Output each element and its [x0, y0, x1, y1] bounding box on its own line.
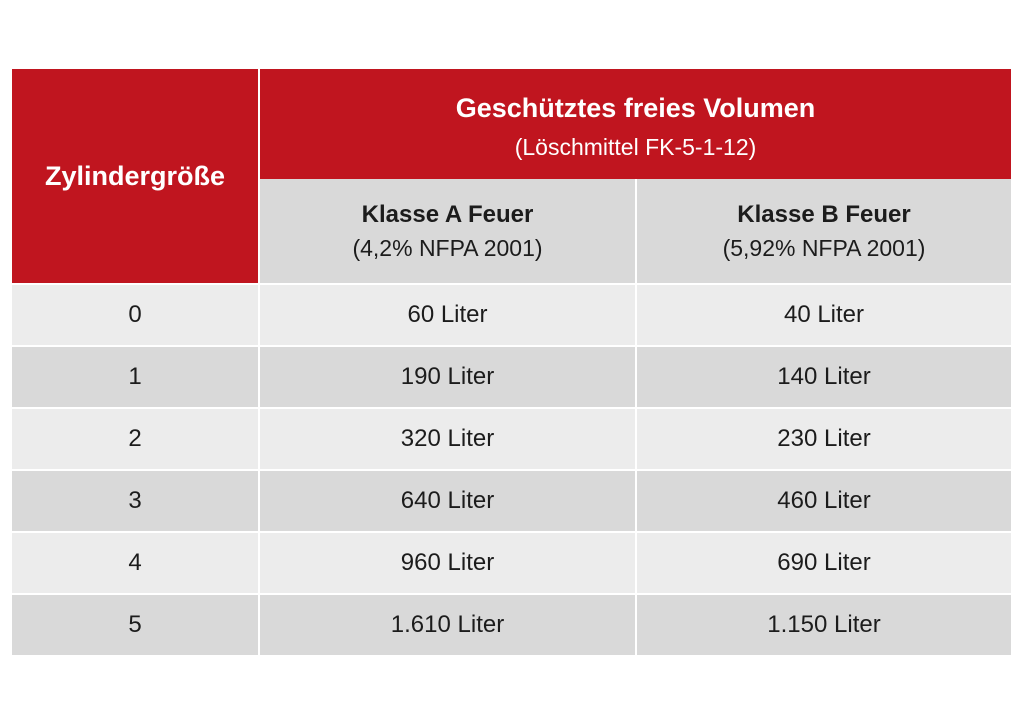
class-b-volume-cell: 690 Liter: [635, 531, 1011, 593]
cylinder-size-cell: 0: [12, 283, 258, 345]
class-a-volume-cell: 190 Liter: [258, 345, 635, 407]
class-a-volume-cell: 1.610 Liter: [258, 593, 635, 655]
class-b-volume-cell: 40 Liter: [635, 283, 1011, 345]
column-header-note: (4,2% NFPA 2001): [352, 234, 543, 261]
group-header-title: Geschütztes freies Volumen: [455, 93, 816, 123]
cylinder-size-cell: 3: [12, 469, 258, 531]
column-header-title: Klasse B Feuer: [737, 200, 911, 228]
group-header-subtitle: (Löschmittel FK-5-1-12): [514, 134, 757, 160]
class-a-volume-cell: 320 Liter: [258, 407, 635, 469]
class-b-volume-cell: 230 Liter: [635, 407, 1011, 469]
cylinder-size-cell: 2: [12, 407, 258, 469]
cylinder-size-cell: 1: [12, 345, 258, 407]
corner-header: Zylindergröße: [12, 69, 258, 283]
volume-table: Zylindergröße Geschütztes freies Volumen…: [12, 69, 1011, 655]
column-header-title: Klasse A Feuer: [361, 200, 534, 228]
class-a-volume-cell: 960 Liter: [258, 531, 635, 593]
column-header-class-a: Klasse A Feuer (4,2% NFPA 2001): [258, 179, 635, 283]
group-header: Geschütztes freies Volumen (Löschmittel …: [258, 69, 1011, 179]
class-b-volume-cell: 460 Liter: [635, 469, 1011, 531]
cylinder-size-cell: 4: [12, 531, 258, 593]
column-header-note: (5,92% NFPA 2001): [722, 234, 926, 261]
class-a-volume-cell: 60 Liter: [258, 283, 635, 345]
class-b-volume-cell: 1.150 Liter: [635, 593, 1011, 655]
class-a-volume-cell: 640 Liter: [258, 469, 635, 531]
class-b-volume-cell: 140 Liter: [635, 345, 1011, 407]
column-header-class-b: Klasse B Feuer (5,92% NFPA 2001): [635, 179, 1011, 283]
corner-header-label: Zylindergröße: [44, 160, 226, 191]
cylinder-size-cell: 5: [12, 593, 258, 655]
